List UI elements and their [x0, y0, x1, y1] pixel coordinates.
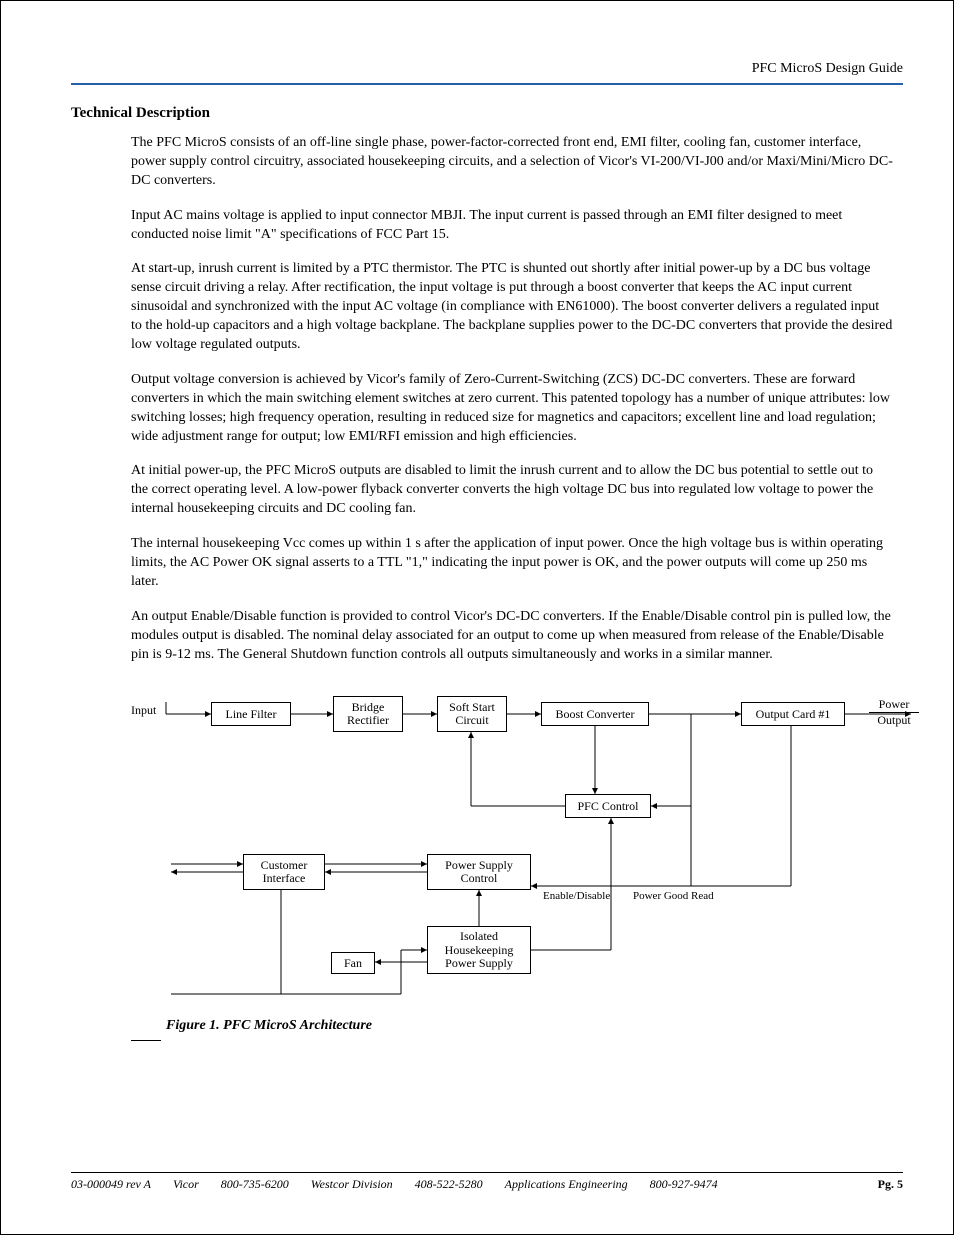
figure-underline: [131, 1040, 161, 1041]
header-doc-title: PFC MicroS Design Guide: [71, 61, 903, 77]
footer-westcor-phone: 408-522-5280: [415, 1177, 483, 1192]
footer-vicor-phone: 800-735-6200: [221, 1177, 289, 1192]
box-power-supply-control: Power SupplyControl: [427, 854, 531, 890]
box-label: BridgeRectifier: [347, 701, 389, 729]
diagram-ed-label: Enable/Disable: [543, 890, 610, 902]
diagram-input-label: Input: [131, 704, 156, 717]
footer-rule: [71, 1172, 903, 1173]
box-soft-start: Soft StartCircuit: [437, 696, 507, 732]
box-label: Output Card #1: [756, 708, 831, 722]
box-customer-interface: CustomerInterface: [243, 854, 325, 890]
footer-westcor: Westcor Division: [311, 1177, 393, 1192]
box-pfc-control: PFC Control: [565, 794, 651, 818]
block-diagram: Input Power Output Line Filter BridgeRec…: [111, 694, 911, 1014]
figure: Input Power Output Line Filter BridgeRec…: [71, 694, 903, 1041]
footer-rev: 03-000049 rev A: [71, 1177, 151, 1192]
box-label: Boost Converter: [556, 708, 635, 722]
diagram-pgr-label: Power Good Read: [633, 890, 714, 902]
box-label: PFC Control: [577, 800, 638, 814]
box-boost-converter: Boost Converter: [541, 702, 649, 726]
footer-appeng-phone: 800-927-9474: [650, 1177, 718, 1192]
box-bridge-rectifier: BridgeRectifier: [333, 696, 403, 732]
page: PFC MicroS Design Guide Technical Descri…: [0, 0, 954, 1235]
paragraph: Output voltage conversion is achieved by…: [131, 371, 893, 447]
box-output-card: Output Card #1: [741, 702, 845, 726]
box-label: Line Filter: [226, 708, 277, 722]
section-title: Technical Description: [71, 105, 903, 122]
box-label: CustomerInterface: [261, 859, 308, 887]
paragraph: Input AC mains voltage is applied to inp…: [131, 207, 893, 245]
paragraph: The PFC MicroS consists of an off-line s…: [131, 134, 893, 191]
figure-caption: Figure 1. PFC MicroS Architecture: [166, 1018, 903, 1034]
box-label: IsolatedHousekeepingPower Supply: [445, 930, 514, 971]
header-rule: [71, 83, 903, 85]
box-label: Fan: [344, 957, 362, 971]
footer-appeng: Applications Engineering: [505, 1177, 628, 1192]
body-content: The PFC MicroS consists of an off-line s…: [131, 134, 893, 664]
diagram-power-label: Power: [869, 698, 919, 712]
diagram-output-label: Output: [869, 714, 919, 727]
footer: 03-000049 rev A Vicor 800-735-6200 Westc…: [71, 1172, 903, 1192]
box-line-filter: Line Filter: [211, 702, 291, 726]
paragraph: At start-up, inrush current is limited b…: [131, 260, 893, 354]
footer-text: 03-000049 rev A Vicor 800-735-6200 Westc…: [71, 1177, 903, 1192]
box-label: Power SupplyControl: [445, 859, 513, 887]
paragraph: The internal housekeeping Vcc comes up w…: [131, 535, 893, 592]
paragraph: At initial power-up, the PFC MicroS outp…: [131, 462, 893, 519]
box-fan: Fan: [331, 952, 375, 974]
box-isolated-housekeeping-ps: IsolatedHousekeepingPower Supply: [427, 926, 531, 974]
footer-page: Pg. 5: [878, 1177, 903, 1192]
paragraph: An output Enable/Disable function is pro…: [131, 608, 893, 665]
box-label: Soft StartCircuit: [449, 701, 495, 729]
footer-vicor: Vicor: [173, 1177, 199, 1192]
